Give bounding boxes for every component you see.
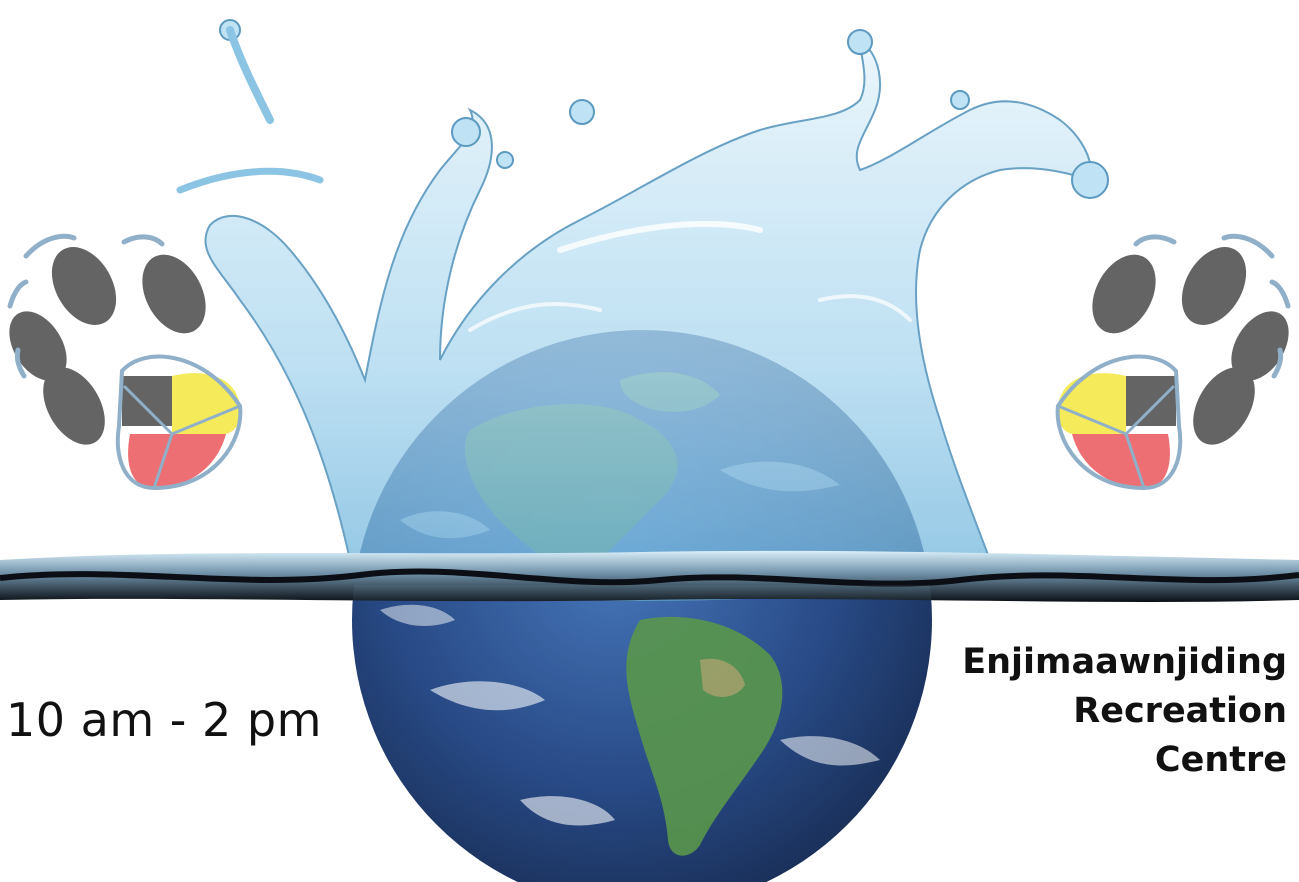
right-paw-medicine-wheel-icon <box>1055 233 1291 491</box>
location-line-2: Recreation <box>1073 691 1287 731</box>
water-splash <box>176 19 1109 602</box>
location-line-3: Centre <box>1154 740 1287 780</box>
left-paw-medicine-wheel-icon <box>7 233 243 491</box>
water-surface <box>0 550 1299 602</box>
location-line-1: Enjimaawnjiding <box>962 642 1287 682</box>
event-time: 10 am - 2 pm <box>6 693 322 747</box>
event-location: Enjimaawnjiding Recreation Centre <box>962 638 1287 785</box>
medicine-wheel-pad <box>115 354 243 491</box>
